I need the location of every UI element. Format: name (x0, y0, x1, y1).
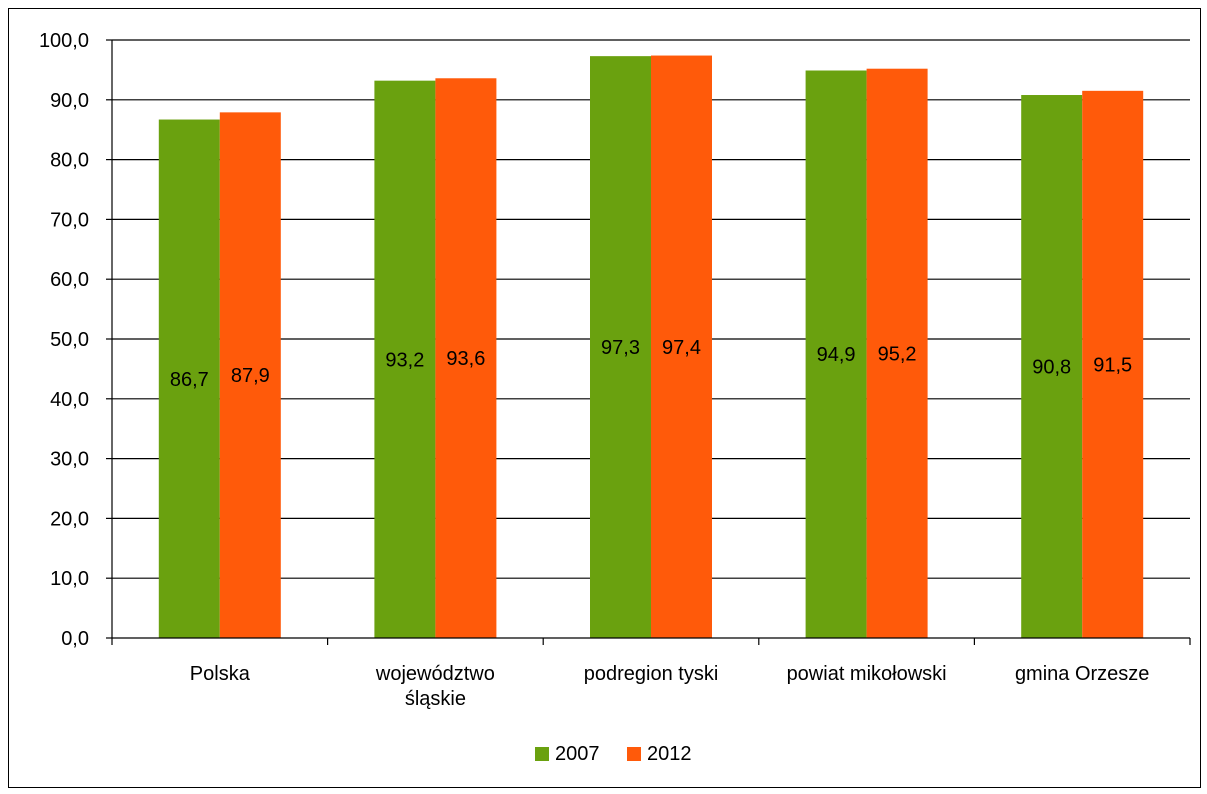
bar-2007 (158, 119, 220, 638)
data-label: 86,7 (170, 369, 209, 391)
y-tick-label: 30,0 (50, 449, 89, 471)
data-label: 93,2 (385, 349, 424, 371)
x-tick-label: gmina Orzesze (1015, 663, 1150, 685)
legend-swatch-2012 (627, 747, 641, 761)
data-label: 90,8 (1032, 357, 1071, 379)
data-label: 97,4 (662, 337, 701, 359)
y-tick-label: 20,0 (50, 508, 89, 530)
bar-2007 (805, 70, 867, 639)
bar-2007 (590, 56, 651, 639)
y-tick-label: 70,0 (50, 209, 89, 231)
bar-2012 (866, 68, 928, 639)
axes: 0,0 10,0 20,0 30,0 40,0 50,0 60,0 70,0 80,0 90,0 1… (39, 30, 1191, 710)
data-label: 97,3 (601, 337, 640, 359)
data-label: 91,5 (1093, 354, 1132, 376)
legend: 2007 2012 (535, 743, 692, 765)
y-tick-label: 50,0 (50, 329, 89, 351)
bar-2012 (435, 78, 497, 639)
y-tick-label: 40,0 (50, 389, 89, 411)
data-label: 95,2 (878, 343, 917, 365)
y-tick-label: 100,0 (39, 30, 89, 52)
y-tick-label: 0,0 (61, 628, 89, 650)
data-labels: 86,7 87,9 93,2 93,6 97,3 97,4 94,9 95,2 90,8 91,5 (170, 337, 1132, 391)
bar-2007 (1021, 95, 1083, 639)
data-label: 87,9 (231, 365, 270, 387)
x-tick-label: podregion tyski (584, 663, 719, 685)
y-tick-label: 90,0 (50, 90, 89, 112)
bar-2012 (1082, 90, 1144, 638)
y-tick-label: 10,0 (50, 568, 89, 590)
y-tick-label: 60,0 (50, 269, 89, 291)
legend-label: 2012 (647, 743, 692, 765)
y-tick-label: 80,0 (50, 150, 89, 172)
x-tick-label: powiat mikołowski (787, 663, 947, 685)
bar-2012 (651, 55, 712, 639)
legend-label: 2007 (555, 743, 600, 765)
bars (158, 55, 1144, 639)
x-tick-label: śląskie (405, 688, 466, 710)
x-tick-label: województwo (375, 663, 495, 685)
bar-2012 (219, 112, 281, 638)
data-label: 94,9 (817, 344, 856, 366)
x-tick-label: Polska (190, 663, 251, 685)
bar-2007 (374, 80, 436, 638)
legend-swatch-2007 (535, 747, 549, 761)
data-label: 93,6 (446, 348, 485, 370)
